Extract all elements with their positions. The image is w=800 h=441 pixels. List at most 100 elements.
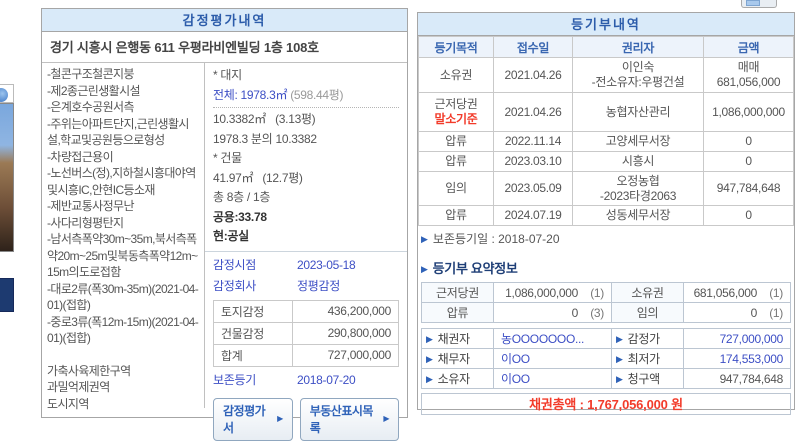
description-line: -차량접근용이 bbox=[47, 149, 114, 164]
registry-row-seizure: 압류 2024.07.19 성동세무서장 0 bbox=[418, 205, 794, 226]
appraised-value: 727,000,000 bbox=[683, 328, 791, 349]
min-price-value: 174,553,000 bbox=[683, 348, 791, 369]
appraisal-values-column: * 대지 전체: 1978.3㎡ (598.44평) 10.3382㎡ (3.1… bbox=[205, 63, 407, 441]
cutoff-top-icon bbox=[746, 0, 760, 6]
building-appraisal-value: 290,800,000 bbox=[291, 321, 400, 345]
registry-row-auction: 임의 2023.05.09 오정농협 -2023타경2063 947,784,6… bbox=[418, 171, 794, 206]
property-list-button[interactable]: 부동산표시목록 ▶ bbox=[299, 397, 399, 441]
claim-label-cell: ▶ 청구액 bbox=[611, 368, 684, 389]
summary-value-cell: 681,056,000 (1) bbox=[683, 282, 791, 303]
holder-name: 이인숙 bbox=[621, 60, 655, 74]
summary-count: (3) bbox=[590, 305, 604, 320]
registry-summary-title: ▶ 등기부 요약정보 bbox=[421, 258, 791, 277]
preservation-registry-label: 보존등기 bbox=[213, 372, 256, 387]
date-cell: 2023.03.10 bbox=[493, 151, 573, 172]
zone-line: 도시지역 bbox=[47, 396, 89, 411]
property-list-button-label: 부동산표시목록 bbox=[309, 403, 374, 435]
holder-sub: -2023타경2063 bbox=[599, 188, 677, 203]
col-header-amount: 금액 bbox=[703, 36, 794, 58]
spacer bbox=[47, 347, 202, 363]
appraisal-amount-row: 건물감정 290,800,000 bbox=[213, 321, 400, 345]
appraisal-buttons: 감정평가서 ▶ 부동산표시목록 ▶ bbox=[213, 397, 399, 441]
bullet-icon: ▶ bbox=[426, 334, 433, 344]
summary-row: 근저당권 1,086,000,000 (1) 소유권 681,056,000 (1) bbox=[421, 282, 791, 303]
col-header-holder: 권리자 bbox=[572, 36, 704, 58]
land-share-area: 10.3382㎡ bbox=[213, 112, 266, 126]
amount-cell: 0 bbox=[703, 151, 794, 172]
building-area: 41.97㎡ (12.7평) bbox=[213, 169, 399, 189]
cutoff-navy-thumbnail[interactable] bbox=[0, 278, 14, 312]
registry-table: 등기목적 접수일 권리자 금액 소유권 2021.04.26 이인숙 -전소유자… bbox=[418, 36, 794, 226]
cutoff-top-button[interactable] bbox=[741, 0, 777, 8]
appraisal-company-label: 감정회사 bbox=[213, 278, 256, 293]
land-section-label: * 대지 bbox=[213, 68, 242, 82]
preservation-date-line: ▶ 보존등기일 : 2018-07-20 bbox=[421, 232, 791, 247]
holder-cell: 시흥시 bbox=[572, 151, 704, 172]
appraised-label: 감정가 bbox=[627, 332, 661, 346]
date-cell: 2022.11.14 bbox=[493, 131, 573, 152]
claim-label: 청구액 bbox=[627, 372, 661, 386]
amount-cell: 947,784,648 bbox=[703, 171, 794, 206]
summary-count: (1) bbox=[769, 305, 783, 320]
summary-value: 681,056,000 bbox=[693, 285, 758, 300]
summary-label: 임의 bbox=[611, 302, 684, 323]
description-line: -대로2류(폭30m-35m)(2021-04-01)(접합) bbox=[47, 281, 199, 313]
bullet-icon: ▶ bbox=[426, 374, 433, 384]
summary-count: (1) bbox=[590, 285, 604, 300]
arrow-icon: ▶ bbox=[277, 414, 283, 423]
party-row: ▶ 채무자 이OO ▶ 최저가 174,553,000 bbox=[421, 348, 791, 369]
description-line: -철콘구조철콘지붕 bbox=[47, 67, 135, 81]
summary-label: 근저당권 bbox=[421, 282, 494, 303]
summary-value: 0 bbox=[750, 305, 758, 320]
preservation-registry-date: 2018-07-20 bbox=[297, 372, 356, 387]
total-appraisal-value: 727,000,000 bbox=[291, 343, 400, 367]
col-header-date: 접수일 bbox=[493, 36, 573, 58]
appraisal-panel: 감정평가내역 경기 시흥시 은행동 611 우평라비엔빌딩 1층 108호 -철… bbox=[41, 8, 408, 441]
creditor-label-cell: ▶ 채권자 bbox=[421, 328, 494, 349]
appraisal-date-row: 감정시점 2023-05-18 bbox=[213, 255, 399, 276]
appraisal-company-value: 정평감정 bbox=[297, 278, 340, 293]
holder-cell: 이인숙 -전소유자:우평건설 bbox=[572, 57, 704, 93]
registry-row-seizure: 압류 2022.11.14 고양세무서장 0 bbox=[418, 131, 794, 152]
amount-cell: 1,086,000,000 bbox=[703, 92, 794, 132]
purpose-cell: 임의 bbox=[418, 171, 494, 206]
purpose-cell: 소유권 bbox=[418, 57, 494, 93]
building-floors: 총 8층 / 1층 bbox=[213, 190, 271, 204]
bullet-icon: ▶ bbox=[426, 354, 433, 364]
appraised-label-cell: ▶ 감정가 bbox=[611, 328, 684, 349]
debtor-label: 채무자 bbox=[437, 352, 471, 366]
bullet-icon: ▶ bbox=[616, 374, 623, 384]
date-cell: 2024.07.19 bbox=[493, 205, 573, 226]
appraisal-amount-row: 합계 727,000,000 bbox=[213, 343, 400, 367]
zone-line: 가축사육제한구역 bbox=[47, 363, 131, 378]
purpose-cell: 근저당권 말소기준 bbox=[418, 92, 494, 132]
land-total: 전체: 1978.3㎡ (598.44평) bbox=[213, 86, 399, 108]
date-cell: 2021.04.26 bbox=[493, 92, 573, 132]
summary-value-cell: 1,086,000,000 (1) bbox=[493, 282, 612, 303]
description-line: -은계호수공원서측 bbox=[47, 100, 135, 114]
preservation-registry-row: 보존등기 2018-07-20 bbox=[213, 370, 399, 391]
registry-row-mortgage: 근저당권 말소기준 2021.04.26 농협자산관리 1,086,000,00… bbox=[418, 92, 794, 132]
party-row: ▶ 소유자 이OO ▶ 청구액 947,784,648 bbox=[421, 368, 791, 389]
appraisal-report-button[interactable]: 감정평가서 ▶ bbox=[213, 397, 293, 441]
building-area-value: 41.97㎡ bbox=[213, 170, 254, 185]
purpose-sub: 말소기준 bbox=[434, 112, 478, 126]
description-line: -남서측폭약30m~35m,북서측폭약20m~25m및북동측폭약12m~15m의… bbox=[47, 232, 198, 279]
cutoff-logo-thumbnail[interactable] bbox=[0, 84, 14, 103]
preservation-date-text: 보존등기일 : 2018-07-20 bbox=[432, 232, 560, 246]
creditor-value: 농OOOOOOO... bbox=[493, 328, 612, 349]
appraisal-date-label: 감정시점 bbox=[213, 257, 256, 272]
registry-panel: 등기부내역 등기목적 접수일 권리자 금액 소유권 2021.04.26 이인숙… bbox=[417, 12, 795, 415]
logo-icon bbox=[0, 88, 8, 102]
holder-cell: 농협자산관리 bbox=[572, 92, 704, 132]
owner-value: 이OO bbox=[493, 368, 612, 389]
cutoff-photo-thumbnail[interactable] bbox=[0, 103, 14, 252]
appraisal-panel-title: 감정평가내역 bbox=[42, 9, 407, 32]
summary-amount-table: 근저당권 1,086,000,000 (1) 소유권 681,056,000 (1)… bbox=[421, 282, 791, 323]
summary-row: 압류 0 (3) 임의 0 (1) bbox=[421, 302, 791, 323]
summary-value-cell: 0 (1) bbox=[683, 302, 791, 323]
claim-value: 947,784,648 bbox=[683, 368, 791, 389]
bullet-icon: ▶ bbox=[616, 334, 623, 344]
date-cell: 2023.05.09 bbox=[493, 171, 573, 206]
land-appraisal-value: 436,200,000 bbox=[291, 299, 400, 323]
